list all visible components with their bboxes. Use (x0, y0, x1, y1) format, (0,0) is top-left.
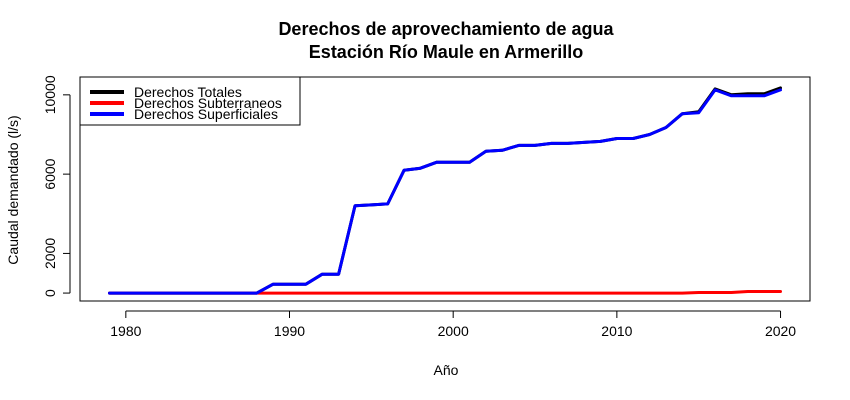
x-tick-label: 1980 (110, 323, 141, 339)
legend-label: Derechos Superficiales (134, 106, 278, 122)
y-axis: 0 2000 6000 10000 (42, 75, 71, 297)
y-tick-label: 6000 (42, 158, 58, 189)
chart-subtitle: Estación Río Maule en Armerillo (309, 42, 583, 62)
x-axis: 1980 1990 2000 2010 2020 (110, 310, 796, 339)
series-layer (108, 86, 782, 295)
y-axis-label: Caudal demandado (l/s) (5, 115, 21, 264)
x-tick-label: 2020 (765, 323, 796, 339)
legend-label: Derechos Subterraneos (134, 95, 282, 111)
series-line-3 (108, 88, 782, 295)
legend-label: Derechos Totales (134, 84, 242, 100)
y-tick-label: 0 (42, 289, 58, 297)
plot-frame (79, 76, 811, 302)
x-tick-label: 1990 (274, 323, 305, 339)
y-tick-label: 10000 (42, 75, 58, 114)
x-axis-label: Año (434, 362, 459, 378)
y-tick-label: 2000 (42, 238, 58, 269)
x-tick-label: 2000 (438, 323, 469, 339)
x-tick-label: 2010 (601, 323, 632, 339)
chart-title: Derechos de aprovechamiento de agua (278, 19, 614, 39)
